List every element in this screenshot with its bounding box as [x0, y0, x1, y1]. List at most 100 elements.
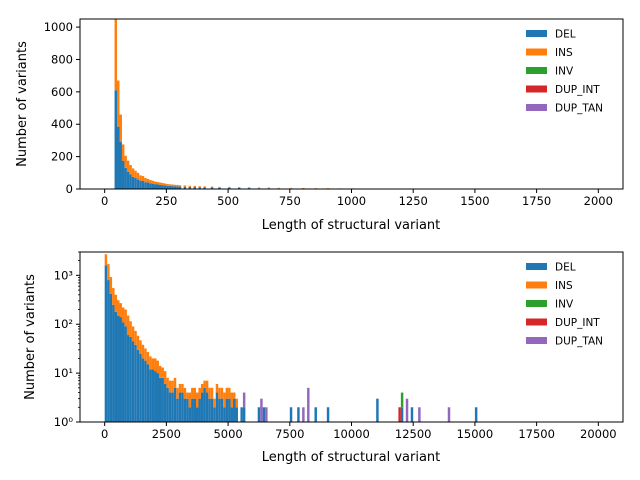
bar-del: [171, 392, 174, 422]
top-y-axis-label: Number of variants: [15, 41, 30, 167]
bar-ins: [112, 288, 115, 305]
bar-del: [112, 304, 115, 422]
bar-ins: [247, 187, 251, 189]
bar-del: [139, 180, 142, 189]
bar-del: [289, 407, 293, 422]
legend-label: DEL: [555, 29, 576, 41]
x-tick-label: 0: [101, 194, 108, 208]
bar-dup-tan: [447, 407, 451, 422]
bar-ins: [146, 178, 150, 183]
bar-ins: [205, 380, 209, 393]
bar-del: [161, 185, 164, 189]
x-tick-label: 17500: [518, 427, 555, 441]
bar-ins: [178, 185, 182, 187]
top-x-axis-label: Length of structural variant: [262, 218, 441, 233]
bar-ins: [225, 387, 229, 399]
legend-label: INS: [555, 47, 573, 59]
bar-del: [117, 126, 120, 189]
bar-del: [107, 280, 110, 422]
bar-ins: [144, 177, 147, 183]
bar-del: [124, 167, 127, 189]
bar-del: [119, 142, 122, 189]
bar-ins: [186, 392, 189, 399]
bar-ins: [134, 170, 137, 178]
bar-del: [220, 398, 224, 422]
bar-del: [210, 187, 214, 189]
bar-dup-int: [398, 407, 401, 422]
bar-del: [146, 364, 150, 422]
bar-ins: [178, 383, 182, 393]
bar-ins: [163, 183, 167, 186]
bar-del: [134, 177, 137, 189]
bar-del: [163, 383, 167, 422]
bar-del: [126, 335, 130, 422]
bar-ins: [129, 165, 132, 175]
bar-del: [134, 344, 137, 422]
legend-label: DEL: [555, 262, 576, 274]
bar-del: [144, 360, 147, 422]
bar-del: [181, 392, 184, 422]
bar-del: [297, 407, 300, 422]
x-tick-label: 1500: [460, 194, 489, 208]
bar-ins: [126, 315, 130, 336]
y-tick-label: 10²: [54, 317, 73, 331]
bar-dup-tan: [242, 392, 246, 408]
bottom-y-ticks: 10⁰ 10¹ 10² 10³: [54, 251, 80, 429]
bar-ins: [233, 392, 236, 399]
bar-ins: [193, 387, 197, 399]
bar-ins: [156, 360, 159, 374]
bar-del: [228, 398, 231, 422]
bar-del: [228, 187, 231, 189]
bar-del: [154, 184, 157, 189]
bar-del: [215, 392, 219, 422]
bar-ins: [121, 144, 125, 161]
bar-del: [326, 407, 330, 422]
bar-del: [225, 398, 229, 422]
x-tick-label: 0: [101, 427, 108, 441]
bar-ins: [203, 380, 206, 388]
bar-ins: [213, 398, 216, 408]
bar-ins: [124, 309, 127, 327]
bar-ins: [141, 176, 145, 181]
top-bars: [114, 19, 599, 189]
x-tick-label: 7500: [275, 427, 304, 441]
bar-ins: [126, 160, 130, 172]
bar-del: [149, 183, 152, 189]
bar-ins: [151, 180, 155, 184]
bar-del: [233, 398, 236, 422]
bar-del: [178, 392, 182, 422]
legend-swatch-dup-int: [526, 318, 547, 326]
bar-ins: [161, 367, 164, 378]
bar-ins: [168, 380, 172, 393]
bar-del: [188, 186, 192, 189]
bar-del: [198, 398, 201, 422]
bar-ins: [176, 184, 179, 187]
top-histogram: 0 250 500 750 1000 1250 1500 1750 2000 0 200 400 60…: [15, 18, 624, 233]
bar-ins: [203, 186, 206, 188]
bar-ins: [156, 182, 159, 185]
bar-ins: [107, 264, 110, 281]
bar-del: [193, 187, 197, 189]
bar-del: [131, 176, 135, 189]
bar-ins: [188, 185, 192, 187]
legend-label: DUP_TAN: [555, 336, 603, 348]
bar-del: [230, 407, 234, 422]
bar-del: [156, 373, 159, 422]
x-tick-label: 250: [155, 194, 177, 208]
y-tick-label: 600: [51, 85, 73, 99]
bar-dup-tan: [260, 398, 263, 422]
bar-del: [240, 407, 243, 422]
bar-del: [131, 341, 135, 422]
bar-ins: [114, 19, 118, 91]
bar-del: [158, 184, 162, 189]
bar-ins: [139, 340, 142, 354]
bar-del: [154, 371, 157, 422]
y-tick-label: 10⁰: [54, 415, 74, 429]
bar-del: [178, 186, 182, 189]
bar-ins: [151, 358, 155, 370]
bar-ins: [163, 371, 167, 384]
x-tick-label: 10000: [333, 427, 370, 441]
bar-ins: [168, 184, 172, 186]
bar-del: [163, 185, 167, 189]
